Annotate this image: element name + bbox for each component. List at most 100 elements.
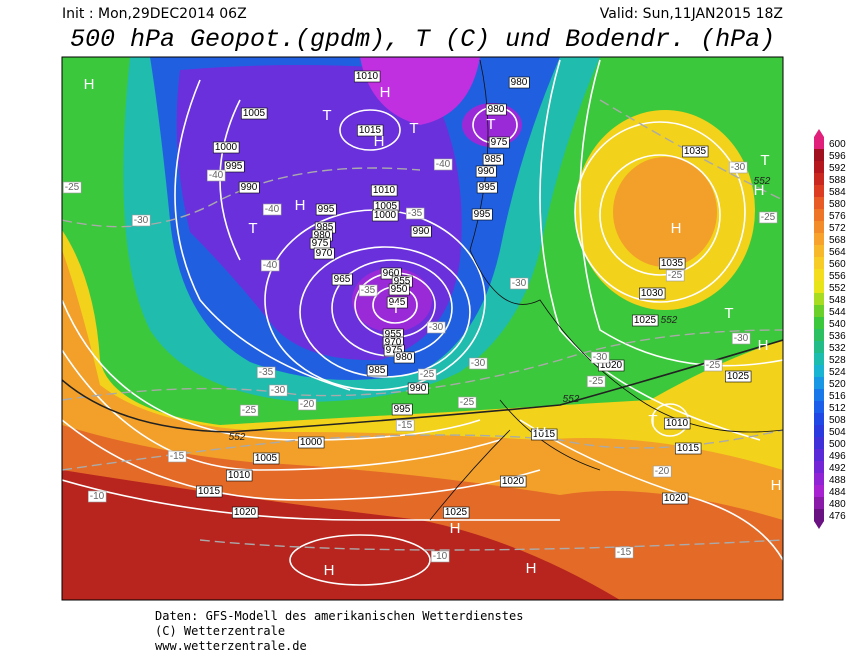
isobar-label: 1025 (445, 507, 468, 518)
isotherm-label-box (728, 161, 748, 174)
isotherm-label: -25 (420, 369, 435, 380)
isobar-label-box (298, 436, 325, 449)
isobar-label-box (393, 351, 415, 364)
pressure-center: T (648, 412, 657, 429)
colorbar-label: 544 (829, 307, 846, 318)
isotherm-label-box (468, 357, 488, 370)
contour-552-label: 552 (661, 315, 678, 326)
high-orange (613, 157, 717, 267)
isobar-label-box (471, 208, 493, 221)
isobar-label: 960 (383, 268, 400, 279)
isotherm-label-box (358, 284, 378, 297)
isobar-label: 985 (369, 365, 386, 376)
isotherm-label-box (457, 396, 477, 409)
colorbar-band (814, 425, 824, 438)
colorbar-label: 572 (829, 223, 846, 234)
isotherm-label: -35 (361, 285, 376, 296)
isobar-label-box (675, 442, 702, 455)
contour-552-label: 552 (563, 394, 580, 405)
isobar-label: 975 (491, 137, 508, 148)
isobar-label: 1010 (356, 71, 379, 82)
isotherm-label-box (87, 490, 107, 503)
isotherm-label: -40 (436, 159, 451, 170)
isobar-label-box (366, 364, 388, 377)
isotherm-label: -30 (734, 333, 749, 344)
isobar-label: 975 (386, 345, 403, 356)
isotherm-label: -30 (429, 322, 444, 333)
isobars (62, 59, 783, 586)
isobar-label-box (488, 136, 510, 149)
isotherm-label: -30 (593, 352, 608, 363)
isobar-label: 1025 (727, 371, 750, 382)
colorbar-label: 536 (829, 331, 846, 342)
footer-source: Daten: GFS-Modell des amerikanischen Wet… (155, 609, 523, 623)
colorbar-label: 528 (829, 355, 846, 366)
colorbar-band (814, 185, 824, 198)
isobar-label-box (354, 70, 381, 83)
isobar-label: 975 (312, 238, 329, 249)
isotherm-label: -30 (271, 385, 286, 396)
colorbar-label: 512 (829, 403, 846, 414)
isobar-label-box (371, 184, 398, 197)
isotherm-label: -25 (706, 360, 721, 371)
colorbar-label: 564 (829, 247, 846, 258)
colorbar-label: 568 (829, 235, 846, 246)
title: 500 hPa Geopot.(gpdm), T (C) und Bodendr… (70, 25, 775, 54)
isobar-label-box (315, 203, 337, 216)
isotherm-label: -25 (242, 405, 257, 416)
colorbar-band (814, 245, 824, 258)
colorbar-band (814, 413, 824, 426)
isobar-label: 980 (488, 104, 505, 115)
colorbar-band (814, 449, 824, 462)
isobar-label: 985 (485, 154, 502, 165)
colorbar-label: 520 (829, 379, 846, 390)
colorbar-band (814, 497, 824, 510)
isotherm-label-box (167, 450, 187, 463)
colorbar-label: 504 (829, 427, 846, 438)
colorbar-band (814, 281, 824, 294)
colorbar-band (814, 437, 824, 450)
isobar-label-box (241, 107, 268, 120)
colorbar-label: 584 (829, 187, 846, 198)
pressure-center: H (380, 84, 391, 101)
isotherm-label-box (758, 211, 778, 224)
isotherm-label-box (297, 398, 317, 411)
colorbar-label: 492 (829, 463, 846, 474)
isobar-label-box (386, 296, 408, 309)
isotherm-label: -40 (263, 260, 278, 271)
init-time: Init : Mon,29DEC2014 06Z (62, 6, 247, 22)
colorbar-label: 508 (829, 415, 846, 426)
colorbar-label: 552 (829, 283, 846, 294)
contour-552-label: 552 (754, 176, 771, 187)
isobar-label-box (598, 359, 625, 372)
pressure-center: T (248, 220, 257, 237)
colorbar-label: 580 (829, 199, 846, 210)
isobar-label-box (196, 485, 223, 498)
isotherm-label-box (260, 259, 280, 272)
isotherm-label-box (239, 404, 259, 417)
isobar-label: 1020 (234, 507, 257, 518)
isotherm-label-box (430, 550, 450, 563)
isobar-label-box (632, 314, 659, 327)
colorbar-label: 484 (829, 487, 846, 498)
colorbar-band (814, 161, 824, 174)
isotherm-label-box (426, 321, 446, 334)
isotherm-label: -15 (170, 451, 185, 462)
isobar-label-box (443, 506, 470, 519)
pressure-center: H (671, 220, 682, 237)
isobar-label-box (475, 165, 497, 178)
isobar-label-box (391, 403, 413, 416)
isobar-label: 995 (226, 161, 243, 172)
isobar-label-box (500, 475, 527, 488)
isobar-label: 970 (316, 248, 333, 259)
isobar-label: 1015 (677, 443, 700, 454)
colorbar-label: 480 (829, 499, 846, 510)
colorbar-band (814, 149, 824, 162)
isotherm-label: -30 (512, 278, 527, 289)
isobar-label: 1005 (255, 453, 278, 464)
isobar-label-box (410, 225, 432, 238)
colorbar-band (814, 461, 824, 474)
isobar-label: 1005 (243, 108, 266, 119)
isotherm-label-box (417, 368, 437, 381)
